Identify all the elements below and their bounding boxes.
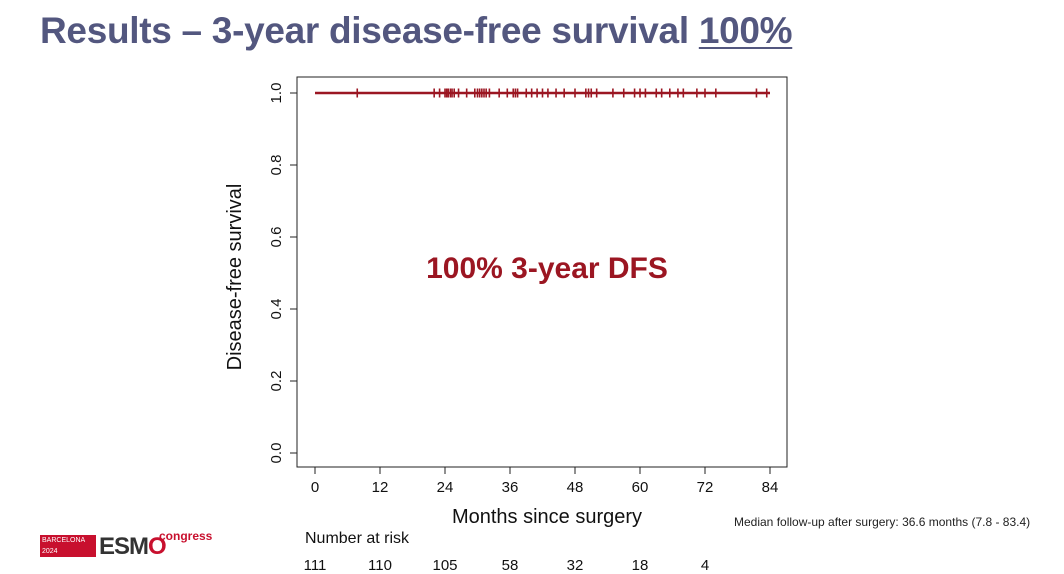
- logo-brand: ESMO: [99, 533, 167, 561]
- x-tick-label: 0: [311, 479, 319, 496]
- y-tick-label: 0.0: [268, 443, 285, 464]
- y-tick-label: 0.4: [268, 299, 285, 320]
- logo-city-block: BARCELONA 2024: [40, 535, 96, 557]
- slide-title: Results – 3-year disease-free survival 1…: [40, 10, 793, 52]
- risk-count: 4: [700, 557, 710, 574]
- x-tick-label: 72: [697, 479, 714, 496]
- x-tick-label: 48: [567, 479, 584, 496]
- y-axis-title: Disease-free survival: [224, 184, 246, 371]
- x-axis-title: Months since surgery: [452, 506, 642, 528]
- slide-title-highlight: 100%: [698, 10, 793, 51]
- risk-count: 58: [501, 557, 519, 574]
- logo-congress: congress: [159, 529, 213, 543]
- risk-count: 32: [566, 557, 584, 574]
- logo-year: 2024: [42, 548, 58, 555]
- logo-city: BARCELONA: [42, 537, 86, 544]
- logo-brand-main: ESM: [99, 533, 149, 560]
- logo-brand-end: O: [148, 533, 167, 560]
- risk-table-label: Number at risk: [305, 530, 410, 547]
- followup-footnote: Median follow-up after surgery: 36.6 mon…: [734, 515, 1031, 529]
- y-tick-label: 1.0: [268, 83, 285, 104]
- risk-count: 111: [303, 557, 327, 574]
- x-tick-label: 12: [372, 479, 389, 496]
- x-tick-label: 24: [437, 479, 454, 496]
- dfs-annotation: 100% 3-year DFS: [426, 252, 668, 285]
- slide-title-prefix: Results – 3-year disease-free survival: [40, 10, 699, 51]
- x-tick-label: 36: [502, 479, 519, 496]
- y-tick-label: 0.8: [268, 155, 285, 176]
- risk-count: 105: [432, 557, 458, 574]
- risk-count: 110: [368, 557, 392, 574]
- y-tick-label: 0.2: [268, 371, 285, 392]
- x-tick-label: 84: [762, 479, 779, 496]
- risk-count: 18: [631, 557, 649, 574]
- y-tick-label: 0.6: [268, 227, 285, 248]
- x-tick-label: 60: [632, 479, 649, 496]
